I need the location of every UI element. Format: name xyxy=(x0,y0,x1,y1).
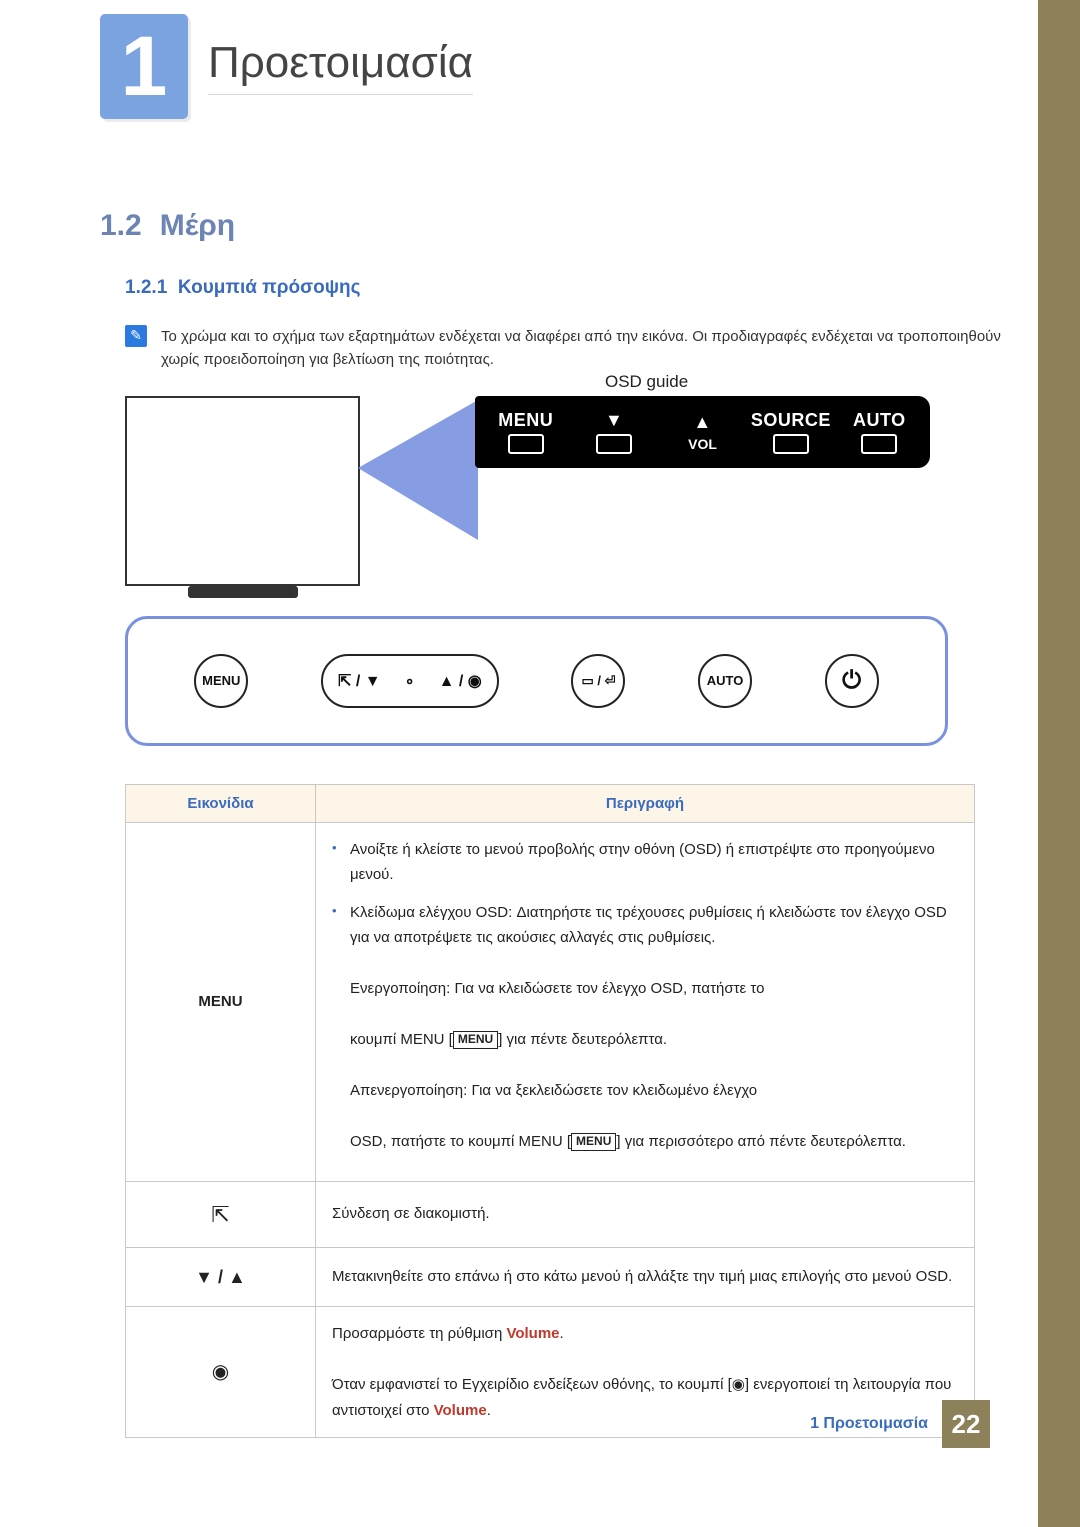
chapter-number: 1 xyxy=(100,14,188,119)
menu-inline-box: MENU xyxy=(453,1031,498,1049)
vol-l2c: . xyxy=(487,1402,491,1419)
osd-bar: MENU ▼ ▲ VOL SOURCE AUTO xyxy=(475,396,930,468)
vol-l1b: . xyxy=(560,1325,564,1342)
osd-source-label: SOURCE xyxy=(750,410,831,431)
note-icon: ✎ xyxy=(125,325,147,347)
vol-kw-1: Volume xyxy=(506,1325,559,1342)
diagram: OSD guide MENU ▼ ▲VOL SOURCE AUTO MENU ⇱… xyxy=(125,396,1010,766)
row-connect-desc: Σύνδεση σε διακομιστή. xyxy=(316,1181,975,1247)
panel-auto-button[interactable]: AUTO xyxy=(698,654,752,708)
menu-bullet-2: Κλείδωμα ελέγχου OSD: Διατηρήστε τις τρέ… xyxy=(332,900,958,1155)
osd-menu: MENU xyxy=(485,410,566,454)
chapter-title: Προετοιμασία xyxy=(208,38,473,88)
osd-auto: AUTO xyxy=(839,410,920,454)
divider xyxy=(208,94,473,95)
page-number: 22 xyxy=(942,1400,990,1448)
menu-b2-l1b: κουμπί MENU [ xyxy=(350,1031,453,1048)
panel-nav-right: ▲ / ◉ xyxy=(439,671,482,691)
table-row: MENU Ανοίξτε ή κλείστε το μενού προβολής… xyxy=(126,822,975,1181)
monitor-outline xyxy=(125,396,360,586)
row-nav-desc: Μετακινηθείτε στο επάνω ή στο κάτω μενού… xyxy=(316,1247,975,1307)
th-desc: Περιγραφή xyxy=(316,784,975,822)
chapter-header: 1 Προετοιμασία xyxy=(100,0,1010,119)
osd-vol-label: VOL xyxy=(662,436,743,452)
osd-up-label: ▲ xyxy=(662,412,743,433)
osd-down: ▼ xyxy=(573,410,654,454)
row-nav-icon: ▼ / ▲ xyxy=(126,1247,316,1307)
description-table: Εικονίδια Περιγραφή MENU Ανοίξτε ή κλείσ… xyxy=(125,784,975,1439)
vol-l1a: Προσαρμόστε τη ρύθμιση xyxy=(332,1325,506,1342)
menu-inline-box-2: MENU xyxy=(571,1133,616,1151)
panel-source-button[interactable]: ▭ / ⏎ xyxy=(571,654,625,708)
vol-kw-2: Volume xyxy=(434,1402,487,1419)
menu-b2-intro: Κλείδωμα ελέγχου OSD: Διατηρήστε τις τρέ… xyxy=(350,904,947,947)
osd-down-label: ▼ xyxy=(573,410,654,431)
osd-guide-label: OSD guide xyxy=(605,372,688,392)
subsection-title: Κουμπιά πρόσοψης xyxy=(178,277,361,298)
row-menu-desc: Ανοίξτε ή κλείστε το μενού προβολής στην… xyxy=(316,822,975,1181)
note-text: Το χρώμα και το σχήμα των εξαρτημάτων εν… xyxy=(161,325,1010,372)
menu-b2-l1c: ] για πέντε δευτερόλεπτα. xyxy=(498,1031,667,1048)
section-heading: 1.2 Μέρη xyxy=(100,209,1010,243)
table-row: ⇱ Σύνδεση σε διακομιστή. xyxy=(126,1181,975,1247)
footer-text: 1 Προετοιμασία xyxy=(810,1415,928,1433)
panel-nav-mid: ∘ xyxy=(405,671,415,691)
subsection-heading: 1.2.1 Κουμπιά πρόσοψης xyxy=(125,277,1010,299)
th-icons: Εικονίδια xyxy=(126,784,316,822)
panel-nav-button[interactable]: ⇱ / ▼ ∘ ▲ / ◉ xyxy=(321,654,499,708)
subsection-number: 1.2.1 xyxy=(125,277,167,298)
row-vol-icon: ◉ xyxy=(126,1307,316,1438)
section-number: 1.2 xyxy=(100,209,142,242)
osd-vol: ▲ VOL xyxy=(662,412,743,452)
footer: 1 Προετοιμασία 22 xyxy=(810,1400,990,1448)
section-title: Μέρη xyxy=(160,209,235,242)
menu-b2-l2b: OSD, πατήστε το κουμπί MENU [ xyxy=(350,1133,571,1150)
osd-source: SOURCE xyxy=(750,410,831,454)
osd-menu-label: MENU xyxy=(485,410,566,431)
osd-auto-label: AUTO xyxy=(839,410,920,431)
callout xyxy=(358,400,478,540)
vol-inline-glyph: ◉ xyxy=(732,1376,745,1393)
menu-b2-l1a: Ενεργοποίηση: Για να κλειδώσετε τον έλεγ… xyxy=(350,980,764,997)
menu-bullet-1: Ανοίξτε ή κλείστε το μενού προβολής στην… xyxy=(332,837,958,888)
row-connect-icon: ⇱ xyxy=(126,1181,316,1247)
panel-power-button[interactable] xyxy=(825,654,879,708)
front-panel: MENU ⇱ / ▼ ∘ ▲ / ◉ ▭ / ⏎ AUTO xyxy=(125,616,948,746)
panel-nav-left: ⇱ / ▼ xyxy=(338,671,381,691)
row-menu-icon: MENU xyxy=(126,822,316,1181)
menu-b2-l2c: ] για περισσότερο από πέντε δευτερόλεπτα… xyxy=(616,1133,906,1150)
menu-b2-l2a: Απενεργοποίηση: Για να ξεκλειδώσετε τον … xyxy=(350,1082,757,1099)
table-row: ▼ / ▲ Μετακινηθείτε στο επάνω ή στο κάτω… xyxy=(126,1247,975,1307)
panel-menu-button[interactable]: MENU xyxy=(194,654,248,708)
vol-l2a: Όταν εμφανιστεί το Εγχειρίδιο ενδείξεων … xyxy=(332,1376,732,1393)
note: ✎ Το χρώμα και το σχήμα των εξαρτημάτων … xyxy=(125,325,1010,372)
